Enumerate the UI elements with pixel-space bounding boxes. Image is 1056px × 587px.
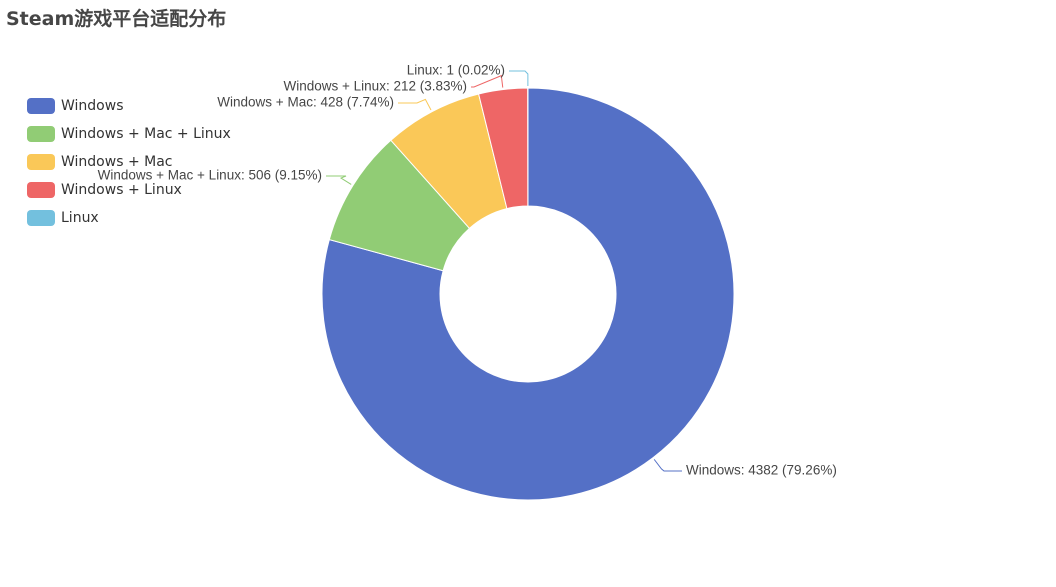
legend-item-windows[interactable]: Windows [27,92,231,120]
leader-line-windows-linux [471,74,504,88]
leader-line-linux [509,70,529,87]
legend-item-linux[interactable]: Linux [27,204,231,232]
legend-label-linux: Linux [61,210,99,226]
slice-label-windows: Windows: 4382 (79.26%) [686,463,837,478]
slice-label-windows-mac: Windows + Mac: 428 (7.74%) [217,95,394,110]
chart-legend: Windows Windows + Mac + Linux Windows + … [27,92,231,232]
legend-label-windows-mac: Windows + Mac [61,154,173,170]
legend-label-windows-mac-linux: Windows + Mac + Linux [61,126,231,142]
legend-swatch-windows-linux [27,182,55,198]
legend-swatch-windows-mac-linux [27,126,55,142]
legend-item-windows-mac[interactable]: Windows + Mac [27,148,231,176]
legend-swatch-windows-mac [27,154,55,170]
leader-line-windows-mac-linux [326,175,352,185]
slice-label-windows-mac-linux: Windows + Mac + Linux: 506 (9.15%) [98,168,322,183]
legend-label-windows-linux: Windows + Linux [61,182,182,198]
leader-line-windows-mac [398,98,432,111]
legend-swatch-windows [27,98,55,114]
legend-label-windows: Windows [61,98,124,114]
legend-item-windows-mac-linux[interactable]: Windows + Mac + Linux [27,120,231,148]
leader-line-windows [653,459,682,472]
legend-item-windows-linux[interactable]: Windows + Linux [27,176,231,204]
slice-windows[interactable] [321,87,735,501]
chart-title: Steam游戏平台适配分布 [6,8,227,30]
legend-swatch-linux [27,210,55,226]
slice-label-windows-linux: Windows + Linux: 212 (3.83%) [284,79,467,94]
slice-label-linux: Linux: 1 (0.02%) [407,63,505,78]
